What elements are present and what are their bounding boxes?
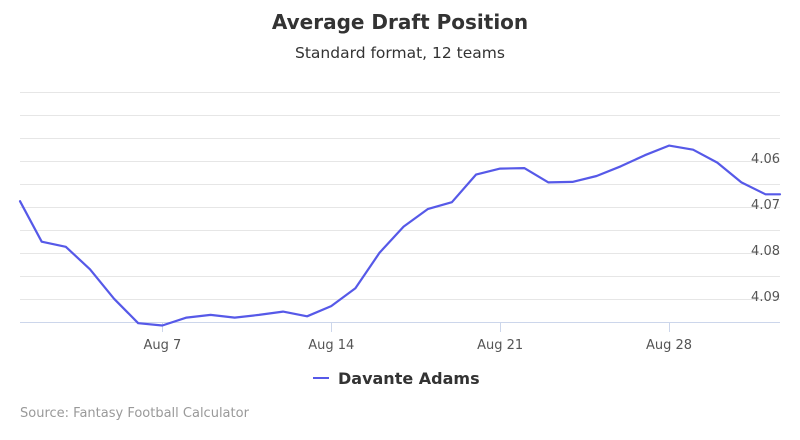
data-point[interactable] bbox=[351, 284, 359, 292]
data-point[interactable] bbox=[38, 238, 46, 246]
data-point[interactable] bbox=[231, 314, 239, 322]
x-tick-label: Aug 28 bbox=[646, 338, 692, 353]
data-point[interactable] bbox=[544, 178, 552, 186]
x-axis bbox=[20, 322, 780, 332]
data-point[interactable] bbox=[255, 311, 263, 319]
data-point[interactable] bbox=[762, 190, 770, 198]
data-point[interactable] bbox=[207, 311, 215, 319]
x-tick-label: Aug 21 bbox=[477, 338, 523, 353]
y-tick-label: 4.07 bbox=[751, 198, 780, 213]
data-point[interactable] bbox=[665, 142, 673, 150]
data-point[interactable] bbox=[713, 159, 721, 167]
data-point[interactable] bbox=[617, 162, 625, 170]
data-point[interactable] bbox=[376, 249, 384, 257]
data-point[interactable] bbox=[689, 146, 697, 154]
legend[interactable]: Davante Adams bbox=[313, 369, 480, 388]
x-tick-label: Aug 7 bbox=[143, 338, 181, 353]
series-line[interactable] bbox=[18, 144, 782, 327]
y-tick-label: 4.06 bbox=[751, 152, 780, 167]
data-point[interactable] bbox=[424, 205, 432, 213]
x-tick-label: Aug 14 bbox=[308, 338, 354, 353]
y-tick-label: 4.08 bbox=[751, 244, 780, 259]
data-point[interactable] bbox=[327, 302, 335, 310]
chart-subtitle: Standard format, 12 teams bbox=[295, 44, 505, 62]
chart-title: Average Draft Position bbox=[272, 10, 528, 34]
grid-lines bbox=[20, 92, 780, 323]
data-point[interactable] bbox=[110, 295, 118, 303]
data-point[interactable] bbox=[472, 171, 480, 179]
data-point[interactable] bbox=[62, 243, 70, 251]
source-credit: Source: Fantasy Football Calculator bbox=[20, 406, 250, 421]
data-point[interactable] bbox=[303, 312, 311, 320]
data-point[interactable] bbox=[737, 178, 745, 186]
data-point[interactable] bbox=[593, 172, 601, 180]
data-point[interactable] bbox=[776, 190, 784, 198]
data-point[interactable] bbox=[520, 164, 528, 172]
data-point[interactable] bbox=[569, 178, 577, 186]
data-point[interactable] bbox=[158, 322, 166, 330]
data-point[interactable] bbox=[183, 314, 191, 322]
y-axis-labels: 4.06 4.07 4.08 4.09 bbox=[751, 152, 780, 305]
x-axis-labels: Aug 7 Aug 14 Aug 21 Aug 28 bbox=[143, 338, 692, 353]
data-point[interactable] bbox=[86, 265, 94, 273]
plot-area bbox=[16, 142, 784, 330]
data-point[interactable] bbox=[641, 151, 649, 159]
data-point[interactable] bbox=[16, 197, 24, 205]
data-point[interactable] bbox=[134, 319, 142, 327]
data-point[interactable] bbox=[448, 198, 456, 206]
data-point[interactable] bbox=[400, 223, 408, 231]
y-tick-label: 4.09 bbox=[751, 290, 780, 305]
data-point[interactable] bbox=[496, 165, 504, 173]
data-point[interactable] bbox=[279, 308, 287, 316]
legend-label: Davante Adams bbox=[338, 369, 480, 388]
